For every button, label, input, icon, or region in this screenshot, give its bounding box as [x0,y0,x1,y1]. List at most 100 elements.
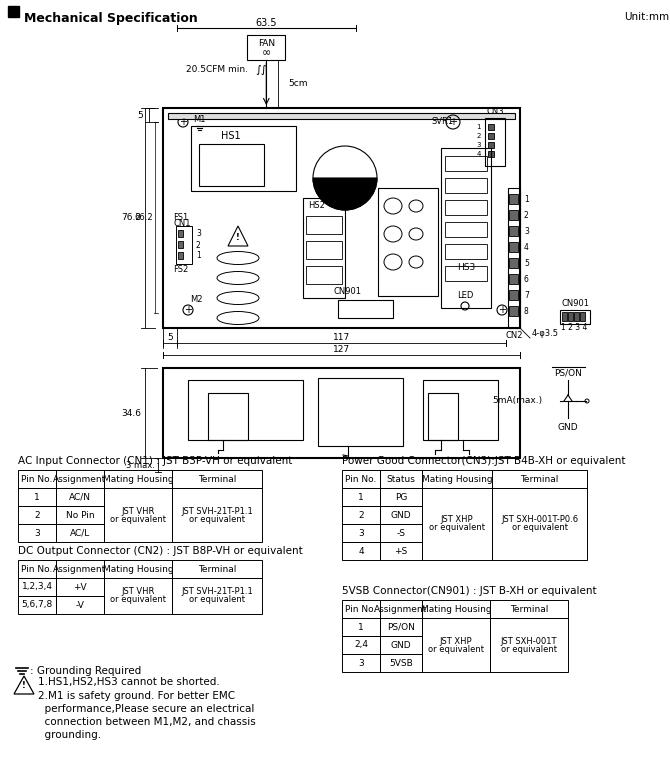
Bar [423,380,498,440]
Bar [509,242,518,252]
Bar [199,144,264,186]
Text: M1: M1 [193,116,206,124]
Text: Mating Housing: Mating Housing [421,604,491,613]
Text: Pin No.: Pin No. [345,475,377,484]
Bar [342,636,380,654]
Text: AC Input Connector (CN1) : JST B3P-VH or equivalent: AC Input Connector (CN1) : JST B3P-VH or… [18,456,292,466]
Bar [380,542,422,560]
Text: 1: 1 [196,251,201,261]
Text: Mechanical Specification: Mechanical Specification [24,12,198,25]
Text: Assignment: Assignment [54,475,107,484]
Text: PS/ON: PS/ON [387,623,415,632]
Bar [18,596,56,614]
Bar [428,393,458,440]
Text: Terminal: Terminal [521,475,559,484]
Text: 4: 4 [358,546,364,555]
Text: CN2: CN2 [505,331,523,341]
Bar [574,312,579,321]
Bar [306,266,342,284]
Text: 1,2,3,4: 1,2,3,4 [21,582,52,591]
Text: Pin No.: Pin No. [21,475,53,484]
Bar [508,188,520,328]
Text: CN901: CN901 [561,299,589,308]
Bar [509,226,518,236]
Bar [380,524,422,542]
Bar [488,124,494,130]
Text: 2: 2 [196,241,201,249]
Bar [488,133,494,139]
Text: JST VHR: JST VHR [121,588,155,597]
Text: +: + [179,117,187,127]
Text: 5cm: 5cm [288,79,308,88]
Bar [163,108,520,328]
Text: 1: 1 [476,124,481,130]
Bar [247,35,285,60]
Text: M2: M2 [190,296,202,305]
Bar [380,636,422,654]
Text: +V: +V [73,582,87,591]
Bar [104,470,172,488]
Bar [568,312,573,321]
Text: 2: 2 [358,511,364,520]
Bar [56,524,104,542]
Text: 1.HS1,HS2,HS3 cannot be shorted.: 1.HS1,HS2,HS3 cannot be shorted. [38,677,220,687]
Text: CN3: CN3 [486,107,504,117]
Text: 3: 3 [358,658,364,668]
Text: Power Good Connector(CN3):JST B4B-XH or equivalent: Power Good Connector(CN3):JST B4B-XH or … [342,456,626,466]
Bar [178,230,183,237]
Text: 1 2 3 4: 1 2 3 4 [561,324,588,332]
Text: PG: PG [395,492,407,501]
Text: 63.5: 63.5 [255,18,277,28]
Text: !: ! [236,233,240,242]
Text: SVR1: SVR1 [431,117,453,126]
Text: Assignment: Assignment [54,565,107,574]
Bar [191,126,296,191]
Text: JST SVH-21T-P1.1: JST SVH-21T-P1.1 [181,588,253,597]
Text: +: + [498,305,506,315]
Bar [178,241,183,248]
Text: Terminal: Terminal [510,604,548,613]
Text: JST SXH-001T: JST SXH-001T [500,636,557,645]
Bar [445,222,487,237]
Bar [485,118,505,166]
Bar [490,618,568,672]
Text: or equivalent: or equivalent [110,514,166,523]
Bar [18,488,56,506]
Text: Pin No.: Pin No. [345,604,377,613]
Text: Status: Status [387,475,415,484]
Text: 66.2: 66.2 [135,213,153,222]
Bar [445,266,487,281]
Text: JST SVH-21T-P1.1: JST SVH-21T-P1.1 [181,507,253,516]
Bar [56,506,104,524]
Text: 5: 5 [137,110,143,120]
Text: 5: 5 [524,258,529,267]
Bar [342,488,380,506]
Bar [445,244,487,259]
Text: !: ! [22,681,26,690]
Bar [172,488,262,542]
Text: 5VSB: 5VSB [389,658,413,668]
Bar [342,506,380,524]
Text: JST XHP: JST XHP [441,516,473,524]
Text: GND: GND [391,511,411,520]
Text: JST VHR: JST VHR [121,507,155,516]
Bar [445,200,487,215]
Text: Terminal: Terminal [198,565,237,574]
Text: HS2: HS2 [308,201,325,210]
Text: JST XHP: JST XHP [440,636,472,645]
Bar [342,542,380,560]
Bar [441,148,491,308]
Bar [8,6,19,17]
Text: +: + [184,305,192,315]
Text: Pin No.: Pin No. [21,565,53,574]
Bar [342,618,380,636]
Bar [509,210,518,220]
Bar [342,600,380,618]
Text: or equivalent: or equivalent [511,523,567,533]
Text: 4: 4 [476,151,481,157]
Bar [56,560,104,578]
Bar [18,560,56,578]
Text: performance,Please secure an electrical: performance,Please secure an electrical [38,704,255,714]
Bar [380,470,422,488]
Bar [318,378,403,446]
